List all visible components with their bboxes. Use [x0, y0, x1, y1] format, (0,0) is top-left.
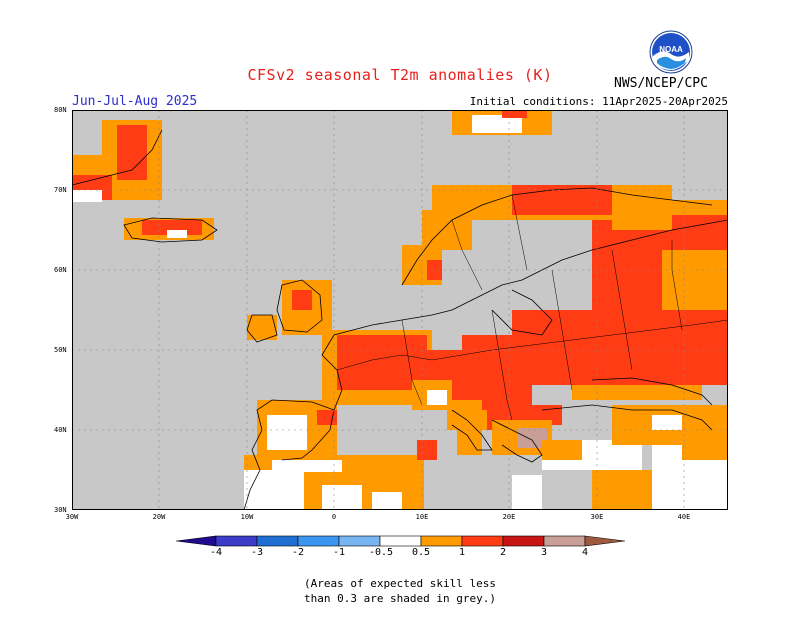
svalbard-region: [452, 110, 552, 135]
colorbar-cell: [215, 535, 258, 547]
colorbar-cell: [379, 535, 422, 547]
colorbar-cell: [543, 535, 586, 547]
lon-label: 40E: [677, 513, 691, 521]
colorbar-cell: [297, 535, 340, 547]
lat-label: 30N: [54, 506, 67, 514]
colorbar-label: 3: [540, 547, 548, 558]
skill-note-line: than 0.3 are shaded in grey.): [303, 592, 497, 605]
graticule: [72, 110, 728, 510]
map-frame: [72, 110, 728, 510]
british-isles-region: [247, 280, 332, 340]
iceland-region: [124, 218, 214, 240]
season-label: Jun-Jul-Aug 2025: [72, 94, 198, 109]
lat-label: 40N: [54, 426, 67, 434]
europe-anomaly-map: [72, 110, 728, 510]
lon-label: 10W: [240, 513, 254, 521]
lat-label: 60N: [54, 266, 67, 274]
anatolia-region: [542, 415, 682, 460]
skill-note: (Areas of expected skill less than 0.3 a…: [0, 576, 800, 606]
logo-text: NOAA: [659, 45, 683, 54]
lon-label: 10E: [415, 513, 429, 521]
skill-note-line: (Areas of expected skill less: [303, 577, 497, 590]
eastern-europe-region: [452, 205, 728, 455]
lon-label: 20E: [502, 513, 516, 521]
borders: [336, 194, 728, 421]
colorbar-cell: [461, 535, 504, 547]
lon-label: 30W: [65, 513, 79, 521]
colorbar-cell: [338, 535, 381, 547]
iberia-region: [257, 400, 337, 455]
colorbar-label: -3: [250, 547, 264, 558]
lat-label: 70N: [54, 186, 67, 194]
chart-title: CFSv2 seasonal T2m anomalies (K): [247, 66, 553, 84]
colorbar-cell: [584, 535, 626, 547]
colorbar-cell: [176, 535, 217, 547]
colorbar-label: 2: [499, 547, 507, 558]
initial-conditions-label: Initial conditions: 11Apr2025-20Apr2025: [469, 95, 728, 108]
colorbar-label: -2: [291, 547, 305, 558]
lon-label: 20W: [152, 513, 166, 521]
colorbar-label: 4: [581, 547, 589, 558]
colorbar-label: -4: [209, 547, 223, 558]
lon-label: 30E: [590, 513, 604, 521]
lat-label: 80N: [54, 106, 67, 114]
noaa-logo-icon: NOAA: [649, 30, 693, 74]
colorbar-label: 1: [458, 547, 466, 558]
agency-label: NWS/NCEP/CPC: [614, 76, 708, 91]
colorbar-cell: [420, 535, 463, 547]
lat-label: 50N: [54, 346, 67, 354]
colorbar-cell: [256, 535, 299, 547]
colorbar-cell: [502, 535, 545, 547]
coastlines: [72, 129, 728, 510]
lon-label: 0: [331, 513, 337, 521]
italy-region: [417, 410, 487, 460]
colorbar: [176, 535, 626, 547]
greenland-region: [72, 120, 162, 202]
central-europe-region: [322, 330, 462, 410]
scandinavia-region: [402, 185, 728, 285]
colorbar-label: 0.5: [411, 547, 431, 558]
colorbar-label: -1: [332, 547, 346, 558]
colorbar-label: -0.5: [368, 547, 394, 558]
